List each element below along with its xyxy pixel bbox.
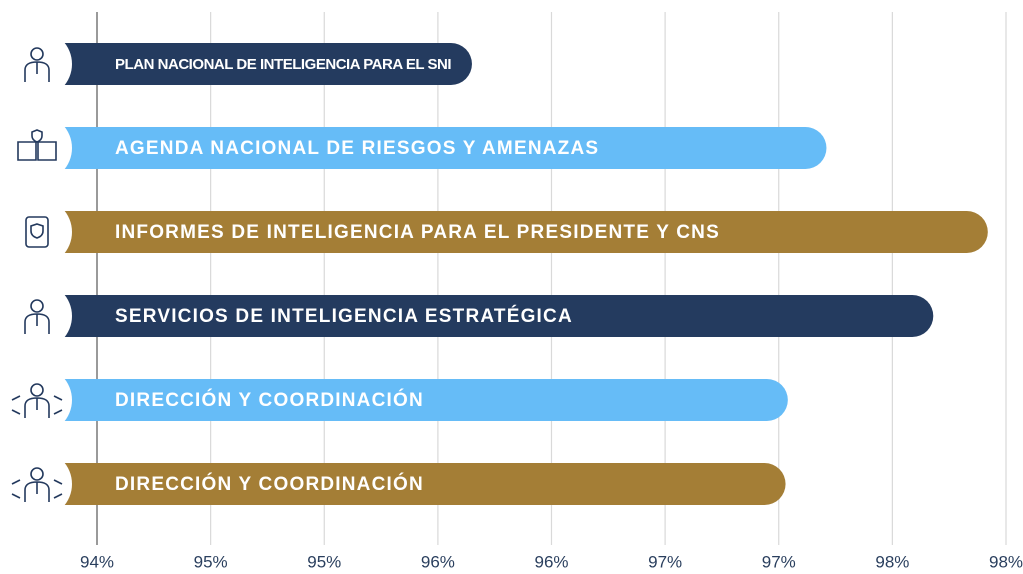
row-icon [25,216,49,248]
bar-notch [4,366,72,434]
bar [62,463,786,505]
icon-shape [24,313,50,334]
icon-shape [30,47,44,61]
bar [62,43,472,85]
x-tick-label: 96% [534,552,568,571]
category-label: INFORMES DE INTELIGENCIA PARA EL PRESIDE… [115,222,720,243]
icon-shape [11,479,63,499]
icon-shape [24,481,50,502]
category-label: DIRECCIÓN Y COORDINACIÓN [115,473,424,495]
x-tick-label: 98% [875,552,909,571]
x-tick-label: 94% [80,552,114,571]
icon-shape [17,141,57,161]
bar-notch [4,198,72,266]
row-icon [24,299,50,334]
category-label: AGENDA NACIONAL DE RIESGOS Y AMENAZAS [115,138,599,159]
row-icon [17,129,57,161]
x-tick-label: 96% [421,552,455,571]
x-tick-label: 95% [307,552,341,571]
x-tick-label: 97% [762,552,796,571]
bar-notch [4,450,72,518]
x-tick-label: 95% [194,552,228,571]
icon-shape [24,397,50,418]
icon-shape [30,383,44,397]
bar [62,295,934,337]
bar [62,379,788,421]
icon-shape [30,467,44,481]
bar [62,127,827,169]
bar [62,211,988,253]
category-label: SERVICIOS DE INTELIGENCIA ESTRATÉGICA [115,305,573,327]
icon-shape [30,223,44,239]
row-icon [11,467,63,502]
icon-shape [24,61,50,82]
icon-shape [31,129,43,143]
bar-notch [4,282,72,350]
row-icon [24,47,50,82]
icon-shape [25,216,49,248]
x-tick-label: 97% [648,552,682,571]
bar-notch [4,30,72,98]
category-label: DIRECCIÓN Y COORDINACIÓN [115,389,424,411]
icon-shape [11,395,63,415]
category-label: PLAN NACIONAL DE INTELIGENCIA PARA EL SN… [115,56,452,73]
x-tick-label: 98% [989,552,1023,571]
icon-shape [30,299,44,313]
row-icon [11,383,63,418]
